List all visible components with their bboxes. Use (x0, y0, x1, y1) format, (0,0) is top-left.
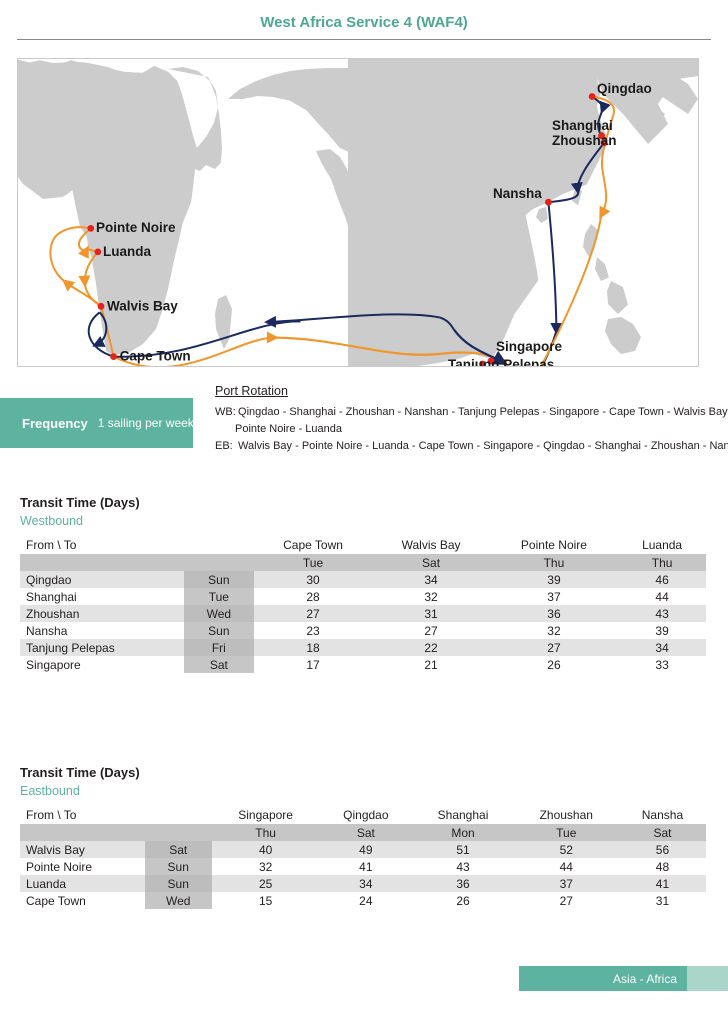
svg-text:Shanghai: Shanghai (552, 118, 613, 133)
svg-text:Qingdao: Qingdao (597, 81, 652, 96)
svg-text:Cape Town: Cape Town (120, 349, 191, 364)
svg-text:Luanda: Luanda (103, 244, 151, 259)
svg-text:Tanjung Pelepas: Tanjung Pelepas (448, 357, 554, 366)
svg-text:Pointe Noire: Pointe Noire (96, 220, 176, 235)
svg-text:Nansha: Nansha (493, 186, 542, 201)
svg-text:Walvis Bay: Walvis Bay (107, 299, 178, 314)
svg-text:Zhoushan: Zhoushan (552, 133, 617, 148)
svg-text:Singapore: Singapore (496, 339, 563, 354)
